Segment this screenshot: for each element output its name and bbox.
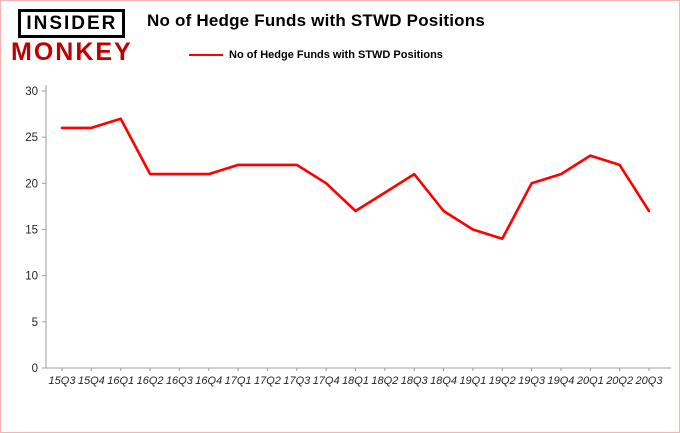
- x-axis-label: 15Q3: [49, 375, 77, 387]
- x-axis-label: 19Q2: [489, 375, 516, 387]
- x-axis-label: 18Q1: [342, 375, 369, 387]
- legend-label: No of Hedge Funds with STWD Positions: [229, 49, 443, 61]
- y-axis-label: 10: [25, 271, 38, 283]
- legend-line-swatch: [189, 54, 224, 56]
- y-axis-label: 0: [32, 363, 38, 375]
- x-axis-label: 17Q1: [225, 375, 252, 387]
- x-axis-label: 16Q4: [195, 375, 222, 387]
- x-axis-label: 17Q4: [313, 375, 340, 387]
- title-block: No of Hedge Funds with STWD Positions No…: [116, 11, 516, 61]
- x-axis-label: 19Q4: [547, 375, 574, 387]
- x-axis-label: 18Q2: [371, 375, 398, 387]
- x-axis-label: 20Q1: [576, 375, 604, 387]
- series-line: [60, 117, 651, 240]
- x-axis-label: 16Q3: [166, 375, 194, 387]
- x-axis-label: 17Q3: [283, 375, 311, 387]
- y-axis-label: 25: [25, 132, 38, 144]
- x-axis-label: 16Q2: [137, 375, 164, 387]
- x-axis-label: 19Q1: [459, 375, 486, 387]
- x-axis-label: 15Q4: [78, 375, 105, 387]
- y-axis-label: 30: [25, 86, 38, 98]
- logo-monkey-text: MONKEY: [11, 38, 133, 66]
- x-axis-label: 18Q4: [430, 375, 457, 387]
- x-axis-label: 20Q3: [635, 375, 664, 387]
- insider-monkey-logo: INSIDER MONKEY: [11, 9, 133, 65]
- legend: No of Hedge Funds with STWD Positions: [116, 49, 516, 61]
- x-axis-label: 16Q1: [107, 375, 134, 387]
- x-axis-label: 19Q3: [518, 375, 546, 387]
- y-axis-label: 15: [25, 225, 38, 237]
- logo-insider-text: INSIDER: [18, 9, 126, 38]
- y-axis-label: 20: [25, 178, 38, 190]
- chart-title: No of Hedge Funds with STWD Positions: [147, 11, 485, 30]
- x-axis-label: 20Q2: [605, 375, 633, 387]
- x-axis-label: 17Q2: [254, 375, 281, 387]
- x-axis-label: 18Q3: [401, 375, 429, 387]
- y-axis-label: 5: [32, 317, 38, 329]
